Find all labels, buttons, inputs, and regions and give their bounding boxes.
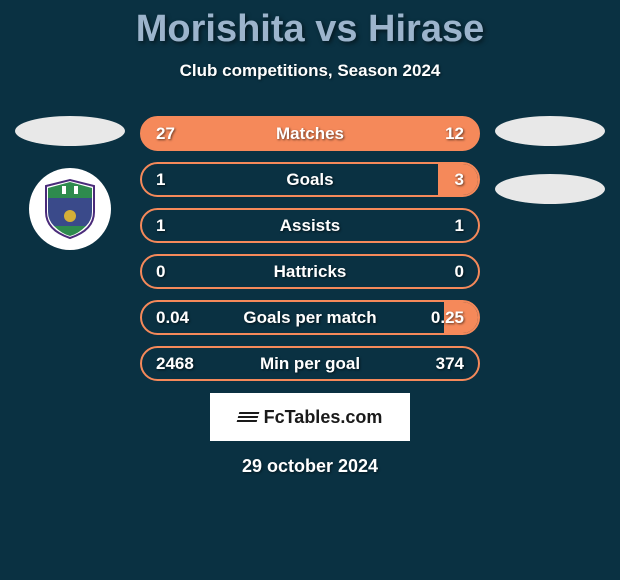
left-player-column — [10, 116, 130, 250]
stats-column: 27 Matches 12 1 Goals 3 1 Assists 1 0 Hattricks 0 0.… — [140, 116, 480, 381]
stat-bar-min-per-goal: 2468 Min per goal 374 — [140, 346, 480, 381]
stat-label: Assists — [280, 216, 340, 236]
stat-left-value: 27 — [156, 124, 175, 144]
player-name-placeholder — [15, 116, 125, 146]
source-logo: FcTables.com — [210, 393, 410, 441]
stat-right-value: 12 — [445, 124, 464, 144]
stat-right-value: 374 — [436, 354, 464, 374]
stat-right-value: 0.25 — [431, 308, 464, 328]
date-text: 29 october 2024 — [242, 456, 378, 477]
logo-text: FcTables.com — [264, 407, 383, 428]
stat-bar-hattricks: 0 Hattricks 0 — [140, 254, 480, 289]
page-title: Morishita vs Hirase — [136, 8, 484, 51]
club-badge-placeholder — [495, 174, 605, 204]
stat-right-value: 3 — [455, 170, 464, 190]
main-container: Morishita vs Hirase Club competitions, S… — [0, 0, 620, 580]
stat-left-value: 0.04 — [156, 308, 189, 328]
club-badge-left — [29, 168, 111, 250]
shield-icon — [42, 178, 98, 240]
stat-label: Min per goal — [260, 354, 360, 374]
right-player-column — [490, 116, 610, 204]
content-row: 27 Matches 12 1 Goals 3 1 Assists 1 0 Hattricks 0 0.… — [0, 116, 620, 381]
stat-left-value: 1 — [156, 170, 165, 190]
stat-bar-goals-per-match: 0.04 Goals per match 0.25 — [140, 300, 480, 335]
stat-left-value: 2468 — [156, 354, 194, 374]
logo-lines-icon — [236, 412, 259, 422]
stat-left-value: 1 — [156, 216, 165, 236]
player-name-placeholder — [495, 116, 605, 146]
stat-bar-goals: 1 Goals 3 — [140, 162, 480, 197]
stat-bar-matches: 27 Matches 12 — [140, 116, 480, 151]
stat-right-value: 0 — [455, 262, 464, 282]
stat-left-value: 0 — [156, 262, 165, 282]
stat-right-value: 1 — [455, 216, 464, 236]
stat-label: Goals per match — [243, 308, 376, 328]
stat-bar-assists: 1 Assists 1 — [140, 208, 480, 243]
stat-label: Hattricks — [274, 262, 347, 282]
page-subtitle: Club competitions, Season 2024 — [180, 61, 441, 81]
stat-label: Goals — [286, 170, 333, 190]
stat-label: Matches — [276, 124, 344, 144]
